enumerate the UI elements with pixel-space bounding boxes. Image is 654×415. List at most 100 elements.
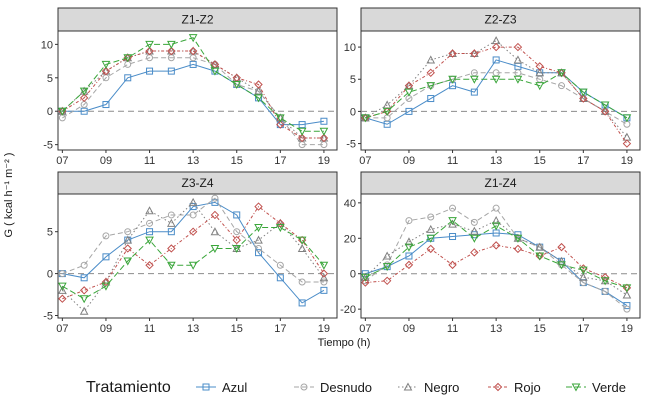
series-verde (361, 69, 632, 123)
data-point-negro (535, 68, 545, 77)
data-point-rojo (426, 244, 435, 254)
data-point-azul (189, 203, 197, 211)
legend-item-azul: Azul (196, 380, 247, 395)
data-point-negro (404, 237, 414, 246)
data-point-desnudo (276, 261, 284, 269)
data-point-azul (320, 117, 328, 125)
data-point-negro (622, 290, 632, 299)
data-point-negro (578, 272, 588, 281)
data-point-rojo (491, 42, 501, 52)
data-point-desnudo (601, 287, 609, 295)
series-line-desnudo (62, 57, 324, 146)
data-point-azul (102, 253, 110, 261)
data-point-verde (600, 277, 610, 286)
data-point-azul (167, 228, 175, 236)
data-point-verde (58, 282, 67, 291)
data-point-rojo (188, 46, 198, 56)
data-point-desnudo (80, 261, 88, 269)
series-verde (361, 217, 632, 293)
legend-label: Negro (424, 380, 459, 395)
panel-title: Z3-Z4 (181, 176, 213, 190)
data-point-desnudo (558, 82, 566, 90)
series-line-negro (365, 219, 628, 296)
x-tick-label: 15 (231, 323, 243, 335)
panel-plot-area (57, 193, 338, 319)
data-point-rojo (276, 219, 285, 228)
data-point-rojo (123, 244, 132, 253)
x-tick-label: 17 (577, 155, 589, 167)
data-point-verde (123, 257, 133, 266)
y-tick-label: 0 (350, 106, 356, 118)
data-point-azul (298, 299, 306, 307)
data-point-azul (320, 286, 328, 294)
data-point-rojo (535, 62, 544, 71)
data-point-verde (167, 261, 176, 270)
data-point-negro (426, 55, 436, 64)
data-point-azul (80, 274, 88, 282)
data-point-verde (188, 261, 198, 270)
data-point-verde (210, 244, 220, 254)
data-point-rojo (513, 42, 523, 52)
data-point-rojo (79, 93, 89, 103)
data-point-desnudo (470, 218, 478, 226)
data-point-azul (167, 67, 175, 75)
data-point-azul (211, 198, 219, 206)
data-point-rojo (361, 278, 370, 287)
x-tick-label: 15 (534, 155, 546, 167)
series-line-azul (62, 63, 324, 126)
y-tick-label: 20 (344, 233, 356, 245)
x-tick-label: 19 (621, 323, 633, 335)
x-tick-label: 09 (100, 323, 112, 335)
data-point-verde (470, 234, 479, 243)
data-point-verde (254, 224, 263, 233)
data-point-verde (145, 236, 154, 245)
data-point-verde (297, 127, 307, 136)
data-point-desnudo (211, 194, 219, 202)
data-point-desnudo (233, 228, 241, 236)
legend-label: Verde (592, 380, 626, 395)
y-tick-label: -20 (340, 304, 356, 316)
data-point-verde (101, 60, 111, 69)
series-line-azul (62, 201, 325, 304)
data-point-azul (276, 274, 284, 282)
y-tick-label: -5 (43, 310, 53, 322)
legend-key-marker (300, 383, 308, 391)
data-point-negro (210, 227, 220, 236)
x-tick-label: 19 (318, 323, 330, 335)
data-point-azul (146, 67, 154, 75)
data-point-negro (426, 224, 436, 233)
y-tick-label: 0 (350, 269, 356, 281)
data-point-negro (167, 218, 176, 227)
data-point-verde (361, 114, 370, 123)
data-point-verde (426, 234, 436, 243)
data-point-rojo (491, 241, 501, 250)
data-point-rojo (145, 46, 154, 56)
x-tick-label: 13 (187, 323, 199, 335)
y-tick-label: -5 (346, 139, 356, 151)
legend: Tratamiento Azul Desnudo Negro Rojo Verde (86, 379, 626, 396)
series-verde (58, 224, 329, 304)
data-point-verde (101, 282, 111, 291)
data-point-rojo (167, 46, 176, 56)
data-point-desnudo (189, 211, 197, 219)
data-point-verde (79, 87, 89, 96)
legend-label: Desnudo (320, 380, 372, 395)
legend-key-marker (202, 383, 210, 391)
x-tick-label: 13 (490, 155, 502, 167)
data-point-rojo (557, 242, 566, 252)
data-point-negro (513, 55, 523, 64)
panel-plot-area (360, 30, 641, 151)
x-tick-label: 11 (447, 323, 458, 335)
data-point-verde (232, 80, 242, 90)
data-point-rojo (470, 248, 479, 257)
data-point-azul (427, 95, 435, 103)
legend-label: Azul (222, 380, 247, 395)
data-point-verde (145, 40, 154, 49)
data-point-rojo (513, 244, 523, 254)
data-point-verde (404, 243, 414, 252)
series-verde (58, 34, 329, 136)
data-point-verde (361, 273, 370, 282)
data-point-verde (404, 88, 414, 97)
data-point-rojo (276, 120, 285, 129)
